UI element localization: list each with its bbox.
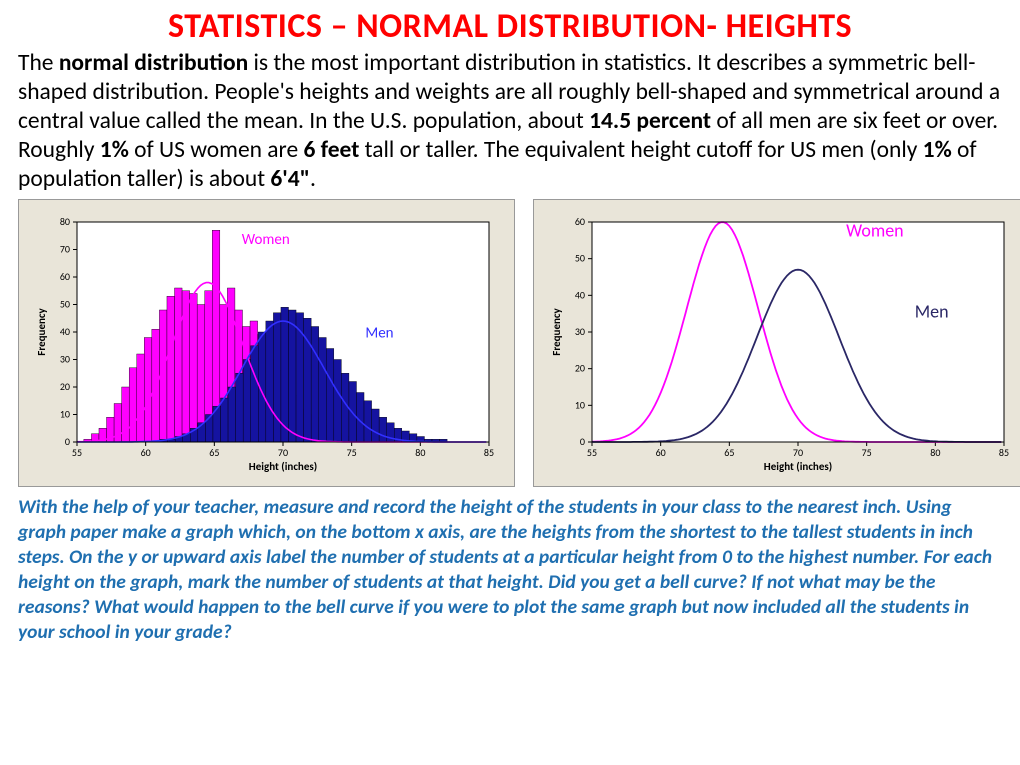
svg-text:85: 85	[484, 446, 494, 459]
svg-text:30: 30	[575, 325, 585, 338]
svg-text:Men: Men	[365, 325, 393, 343]
svg-text:75: 75	[347, 446, 357, 459]
svg-text:55: 55	[72, 446, 82, 459]
svg-text:10: 10	[575, 399, 585, 412]
svg-text:70: 70	[278, 446, 288, 459]
svg-text:85: 85	[999, 446, 1009, 459]
svg-text:Women: Women	[846, 220, 904, 242]
charts-row: 0 10 20 30 40 50 60 70 80 55 60 65 70 75 80 85 Women Men H…	[18, 199, 1002, 487]
histogram-chart: 0 10 20 30 40 50 60 70 80 55 60 65 70 75 80 85 Women Men H…	[18, 199, 515, 487]
svg-text:60: 60	[656, 446, 666, 459]
activity-paragraph: With the help of your teacher, measure a…	[18, 495, 1002, 645]
svg-text:40: 40	[60, 325, 70, 338]
intro-paragraph: The normal distribution is the most impo…	[18, 49, 1002, 193]
svg-text:20: 20	[60, 380, 70, 393]
svg-text:55: 55	[587, 446, 597, 459]
svg-text:60: 60	[60, 270, 70, 283]
svg-text:65: 65	[724, 446, 734, 459]
curves-chart: 0 10 20 30 40 50 60 55 60 65 70 75 80 85 Women Men Heigh…	[533, 199, 1020, 487]
svg-text:50: 50	[575, 252, 585, 265]
svg-text:80: 80	[60, 215, 70, 228]
svg-text:Height (inches): Height (inches)	[764, 460, 832, 473]
svg-text:60: 60	[141, 446, 151, 459]
svg-text:Height (inches): Height (inches)	[249, 460, 317, 473]
svg-text:80: 80	[415, 446, 425, 459]
svg-text:80: 80	[930, 446, 940, 459]
svg-text:Frequency: Frequency	[35, 308, 48, 356]
svg-text:40: 40	[575, 289, 585, 302]
svg-text:Women: Women	[242, 231, 290, 249]
svg-text:75: 75	[862, 446, 872, 459]
svg-text:60: 60	[575, 215, 585, 228]
svg-text:70: 70	[793, 446, 803, 459]
svg-text:10: 10	[60, 408, 70, 421]
svg-text:20: 20	[575, 362, 585, 375]
page-title: STATISTICS – NORMAL DISTRIBUTION- HEIGHT…	[18, 6, 1002, 47]
svg-text:Men: Men	[915, 301, 949, 323]
svg-text:50: 50	[60, 298, 70, 311]
svg-text:65: 65	[209, 446, 219, 459]
svg-text:0: 0	[65, 435, 70, 448]
svg-text:70: 70	[60, 243, 70, 256]
svg-text:Frequency: Frequency	[550, 308, 563, 356]
svg-text:0: 0	[580, 435, 585, 448]
svg-text:30: 30	[60, 353, 70, 366]
